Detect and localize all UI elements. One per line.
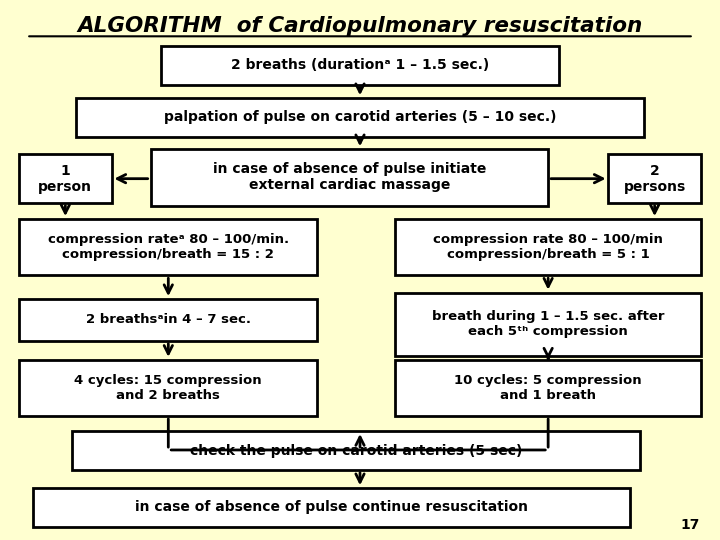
Text: 17: 17 [680,518,700,532]
FancyBboxPatch shape [33,488,630,527]
FancyBboxPatch shape [76,98,644,137]
Text: ALGORITHM  of Cardiopulmonary resuscitation: ALGORITHM of Cardiopulmonary resuscitati… [77,16,643,36]
FancyBboxPatch shape [161,46,559,85]
FancyBboxPatch shape [73,431,640,470]
Text: 10 cycles: 5 compression
and 1 breath: 10 cycles: 5 compression and 1 breath [454,374,642,402]
Text: compression rateᵃ 80 – 100/min.
compression/breath = 15 : 2: compression rateᵃ 80 – 100/min. compress… [48,233,289,261]
Text: check the pulse on carotid arteries (5 sec): check the pulse on carotid arteries (5 s… [190,443,523,457]
Text: in case of absence of pulse continue resuscitation: in case of absence of pulse continue res… [135,501,528,515]
FancyBboxPatch shape [150,149,548,206]
Text: palpation of pulse on carotid arteries (5 – 10 sec.): palpation of pulse on carotid arteries (… [163,110,557,124]
FancyBboxPatch shape [395,360,701,416]
FancyBboxPatch shape [395,293,701,356]
FancyBboxPatch shape [19,154,112,203]
Text: 4 cycles: 15 compression
and 2 breaths: 4 cycles: 15 compression and 2 breaths [74,374,262,402]
Text: 2 breathsᵃin 4 – 7 sec.: 2 breathsᵃin 4 – 7 sec. [86,313,251,327]
FancyBboxPatch shape [19,219,318,275]
Text: 2
persons: 2 persons [624,164,685,194]
Text: 2 breaths (durationᵃ 1 – 1.5 sec.): 2 breaths (durationᵃ 1 – 1.5 sec.) [231,58,489,72]
FancyBboxPatch shape [608,154,701,203]
Text: compression rate 80 – 100/min
compression/breath = 5 : 1: compression rate 80 – 100/min compressio… [433,233,663,261]
Text: 1
person: 1 person [38,164,92,194]
Text: in case of absence of pulse initiate
external cardiac massage: in case of absence of pulse initiate ext… [212,162,486,192]
FancyBboxPatch shape [19,360,318,416]
Text: breath during 1 – 1.5 sec. after
each 5ᵗʰ compression: breath during 1 – 1.5 sec. after each 5ᵗ… [432,310,665,338]
FancyBboxPatch shape [395,219,701,275]
FancyBboxPatch shape [19,299,318,341]
